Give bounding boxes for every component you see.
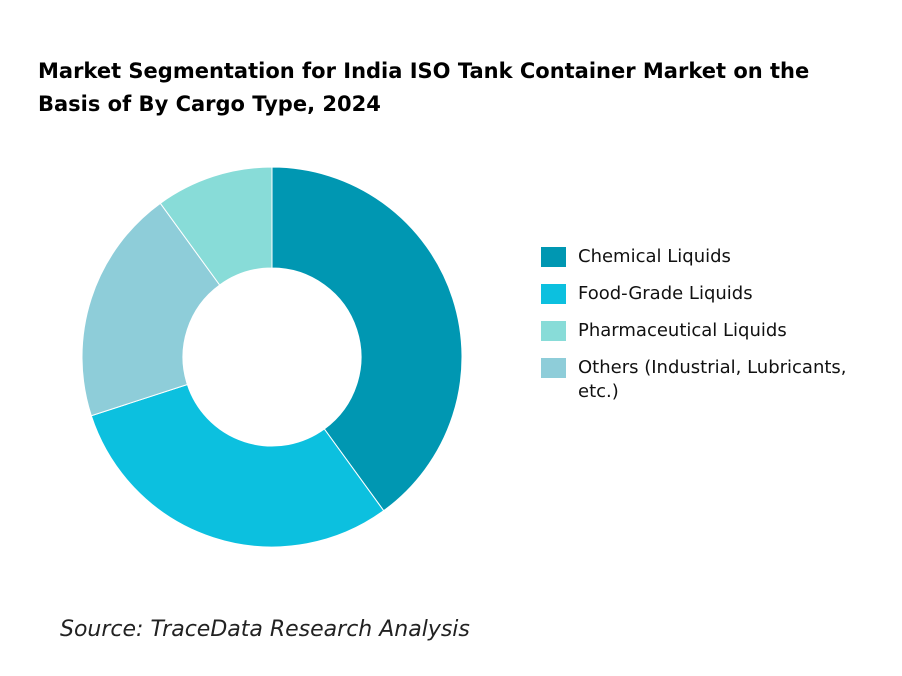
slice-pharmaceutical-liquids <box>159 166 273 286</box>
legend-item: Others (Industrial, Lubricants, etc.) <box>541 356 888 404</box>
legend-swatch <box>541 321 566 341</box>
source-note: Source: TraceData Research Analysis <box>60 617 470 642</box>
slice-others-industrial-lubricants-etc <box>81 202 221 417</box>
slice-chemical-liquids <box>271 166 463 512</box>
legend-label: Pharmaceutical Liquids <box>578 320 787 341</box>
legend-swatch <box>541 284 566 304</box>
legend-label: Others (Industrial, Lubricants, etc.) <box>578 357 847 402</box>
legend-item: Pharmaceutical Liquids <box>541 319 888 343</box>
legend-swatch <box>541 247 566 267</box>
chart-title: Market Segmentation for India ISO Tank C… <box>38 59 810 116</box>
legend-label: Chemical Liquids <box>578 246 731 267</box>
slice-food-grade-liquids <box>90 383 385 548</box>
legend-item: Chemical Liquids <box>541 245 888 269</box>
legend-item: Food-Grade Liquids <box>541 282 888 306</box>
legend-swatch <box>541 358 566 378</box>
legend: Chemical Liquids Food-Grade Liquids Pharma… <box>541 245 888 417</box>
legend-label: Food-Grade Liquids <box>578 283 753 304</box>
